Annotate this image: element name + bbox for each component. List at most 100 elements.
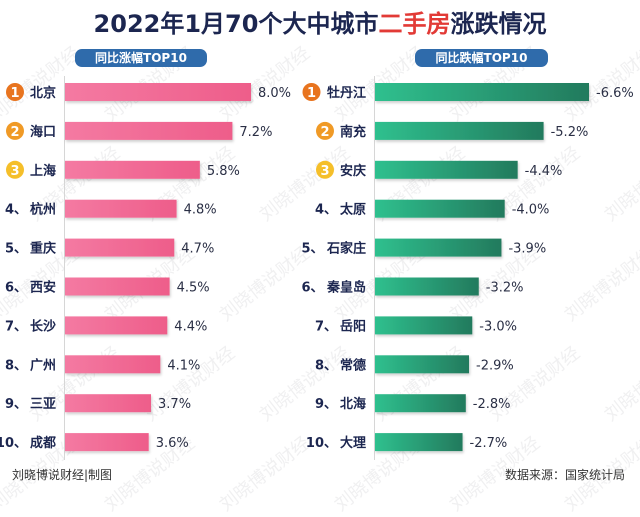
fall-bar: [375, 121, 544, 140]
fall-row: -6.6% 牡丹江 1: [302, 83, 634, 101]
fall-category-label: 秦皇岛: [326, 280, 366, 296]
rise-rank: 3: [10, 164, 19, 179]
rise-value-label: 3.6%: [156, 436, 189, 451]
fall-bar: [375, 433, 463, 452]
rise-row: 4.8% 杭州4、: [5, 199, 217, 218]
fall-bar: [375, 83, 589, 101]
rise-category-label: 杭州: [30, 202, 56, 218]
chart-title: 2022年1月70个大中城市二手房涨跌情况: [0, 4, 640, 39]
fall-rank: 3: [320, 164, 329, 179]
rise-rank: 9、: [5, 397, 27, 412]
rise-category-label: 北京: [30, 85, 56, 101]
fall-rank: 5、: [301, 242, 323, 257]
rank-badge-icon: [6, 121, 24, 140]
fall-rank: 10、: [306, 436, 337, 451]
rise-row: 4.4% 长沙7、: [5, 316, 207, 335]
fall-bar: [375, 394, 466, 413]
rise-rank: 4、: [5, 203, 27, 218]
fall-bars: -6.6% 牡丹江 1 -5.2% 南充 2 -4.4% 安庆 3 -4.0% 太原4、 -3.9% 石…: [301, 83, 634, 452]
fall-value-label: -5.2%: [551, 125, 589, 140]
fall-category-label: 北海: [340, 396, 366, 412]
rise-bar: [65, 121, 233, 140]
rise-bar: [65, 316, 168, 335]
fall-rank: 1: [307, 86, 316, 101]
rise-value-label: 4.5%: [177, 281, 210, 296]
rank-badge-icon: [316, 121, 334, 140]
rise-row: 4.5% 西安6、: [5, 277, 210, 296]
rise-value-label: 3.7%: [158, 397, 191, 412]
rise-rank: 6、: [5, 281, 27, 296]
fall-category-label: 牡丹江: [327, 85, 366, 101]
rise-bar: [65, 199, 177, 218]
fall-value-label: -3.0%: [479, 319, 517, 334]
fall-value-label: -4.4%: [525, 164, 563, 179]
fall-bar: [375, 355, 470, 374]
fall-bar: [375, 316, 473, 335]
fall-value-label: -4.0%: [512, 203, 550, 218]
fall-row: -2.8% 北海9、: [315, 394, 511, 413]
rise-panel-title: 同比涨幅TOP10: [75, 49, 207, 67]
rise-value-label: 5.8%: [207, 164, 240, 179]
rise-bar: [65, 160, 200, 179]
fall-bar: [375, 199, 505, 218]
footer-credit: 刘晓博说财经|制图: [12, 468, 113, 482]
fall-rank: 8、: [315, 358, 337, 373]
rise-value-label: 8.0%: [258, 86, 291, 101]
rise-rank: 5、: [5, 242, 27, 257]
rise-category-label: 西安: [30, 280, 56, 296]
rise-row: 5.8% 上海 3: [6, 160, 240, 179]
rise-value-label: 4.8%: [184, 203, 217, 218]
fall-category-label: 大理: [340, 435, 366, 451]
fall-category-label: 太原: [339, 202, 366, 218]
fall-bar: [375, 238, 502, 257]
rise-bar: [65, 394, 152, 413]
rise-row: 7.2% 海口 2: [6, 121, 272, 140]
fall-value-label: -2.7%: [470, 436, 508, 451]
fall-axis-line: [374, 76, 375, 460]
fall-value-label: -6.6%: [596, 86, 634, 101]
fall-category-label: 岳阳: [340, 319, 366, 334]
rise-bar: [65, 238, 175, 257]
footer-source: 数据来源：国家统计局: [504, 468, 625, 482]
fall-bar: [375, 160, 518, 179]
fall-value-label: -2.8%: [473, 397, 511, 412]
title-highlight: 二手房: [378, 10, 451, 38]
rise-rank: 8、: [5, 358, 27, 373]
title-prefix: 2022年1月70个大中城市: [93, 10, 379, 38]
rise-row: 4.7% 重庆5、: [5, 238, 214, 257]
rise-value-label: 4.1%: [167, 358, 200, 373]
fall-rank: 4、: [315, 203, 337, 218]
fall-rank: 2: [320, 125, 329, 140]
rise-row: 4.1% 广州8、: [5, 355, 200, 374]
fall-row: -3.0% 岳阳7、: [315, 316, 517, 335]
rise-bar: [65, 83, 251, 101]
fall-category-label: 常德: [340, 357, 366, 373]
rise-row: 3.7% 三亚9、: [5, 394, 191, 413]
rise-rank: 10、: [0, 436, 27, 451]
fall-value-label: -2.9%: [476, 358, 514, 373]
rise-value-label: 4.7%: [181, 242, 214, 257]
chart-canvas: 8.0%北京17.2%海口25.8%上海34.8%杭州4、4.7%重庆5、4.5…: [0, 83, 634, 452]
fall-category-label: 安庆: [340, 163, 366, 179]
fall-rank: 6、: [301, 281, 323, 296]
rise-category-label: 广州: [30, 357, 56, 373]
rise-bar: [65, 277, 170, 296]
rise-category-label: 三亚: [30, 397, 56, 412]
fall-bar: [375, 277, 479, 296]
rank-badge-icon: [6, 160, 24, 179]
fall-row: -2.9% 常德8、: [315, 355, 514, 374]
fall-category-label: 石家庄: [326, 241, 366, 257]
fall-rank: 9、: [315, 397, 337, 412]
rise-category-label: 重庆: [30, 241, 56, 257]
rise-category-label: 海口: [30, 124, 56, 140]
rise-rank: 2: [10, 125, 19, 140]
fall-rank: 7、: [315, 319, 337, 334]
title-suffix: 涨跌情况: [450, 10, 547, 38]
rise-rank: 1: [10, 86, 19, 101]
rank-badge-icon: [302, 83, 321, 101]
rise-row: 8.0% 北京 1: [6, 83, 291, 101]
rise-category-label: 成都: [30, 435, 56, 451]
